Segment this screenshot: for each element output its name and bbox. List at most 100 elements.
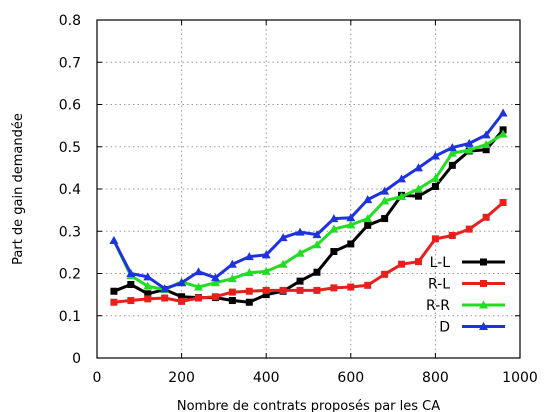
data-point-r-r [194, 282, 204, 291]
data-point-r-l [398, 260, 406, 268]
data-point-l-l [364, 221, 372, 229]
data-point-r-r [278, 259, 288, 268]
data-point-d [177, 278, 187, 287]
ticks: 0 200 400 600 800 1000 0 0.1 0.2 0.3 0.4 0.5 0.6 0.7 0… [59, 13, 538, 386]
data-point-r-l [414, 258, 422, 266]
data-point-r-l [381, 270, 389, 278]
data-point-r-r [227, 274, 237, 283]
data-point-r-l [482, 213, 490, 221]
data-point-r-r [498, 129, 508, 138]
data-point-l-l [347, 240, 355, 248]
series-d [109, 108, 508, 293]
data-point-r-l [313, 286, 321, 294]
data-point-r-r [312, 240, 322, 249]
legend-item-d: D [439, 320, 505, 336]
data-point-r-l [262, 286, 270, 294]
data-point-d [329, 214, 339, 223]
data-point-r-l [296, 286, 304, 294]
legend-label: L-L [430, 255, 451, 271]
data-point-r-l [195, 294, 203, 302]
data-point-d [464, 138, 474, 147]
data-point-r-l [465, 225, 473, 233]
data-point-d [312, 230, 322, 239]
data-point-d [210, 273, 220, 282]
series-r-l [110, 199, 507, 306]
data-point-r-r [464, 145, 474, 154]
data-point-d [109, 236, 119, 245]
x-tick-label: 1000 [502, 370, 538, 386]
data-point-d [295, 227, 305, 236]
data-point-d [498, 108, 508, 117]
data-point-d [413, 163, 423, 172]
data-point-r-r [346, 220, 356, 229]
y-tick-label: 0.4 [59, 182, 81, 198]
legend-marker [479, 300, 488, 309]
legend-item-l-l: L-L [430, 255, 505, 271]
grid [97, 20, 520, 358]
legend-marker [479, 322, 488, 330]
data-point-l-l [330, 248, 338, 256]
x-tick-label: 0 [93, 370, 102, 386]
data-point-d [244, 252, 254, 261]
data-point-r-r [447, 148, 457, 157]
legend-label: D [439, 320, 450, 336]
legend-item-r-r: R-R [426, 298, 505, 314]
legend-marker [480, 280, 487, 287]
legend-item-r-l: R-L [428, 277, 505, 293]
y-tick-label: 0.3 [59, 224, 81, 240]
data-point-r-r [210, 278, 220, 287]
data-point-d [261, 250, 271, 259]
data-point-d [363, 195, 373, 204]
data-point-r-l [127, 297, 135, 305]
data-point-r-r [143, 281, 153, 290]
data-point-r-r [261, 266, 271, 275]
data-point-r-l [211, 293, 219, 301]
data-point-r-l [245, 287, 253, 295]
data-point-l-l [144, 290, 152, 298]
data-point-r-l [330, 284, 338, 292]
legend: L-L R-L R-R D [426, 255, 505, 336]
data-point-l-l [228, 297, 236, 305]
x-axis-label: Nombre de contrats proposés par les CA [177, 399, 440, 412]
data-point-d [447, 143, 457, 152]
data-point-r-l [279, 286, 287, 294]
data-point-r-l [431, 235, 439, 243]
data-point-l-l [482, 146, 490, 154]
legend-marker [480, 258, 487, 266]
x-tick-label: 200 [168, 370, 195, 386]
data-point-r-r [363, 214, 373, 223]
data-point-r-l [448, 231, 456, 239]
y-tick-label: 0 [72, 351, 81, 367]
data-point-d [397, 174, 407, 183]
data-point-r-l [144, 295, 152, 303]
data-point-d [160, 284, 170, 293]
data-point-d [126, 269, 136, 277]
data-point-l-l [414, 192, 422, 200]
data-point-l-l [448, 161, 456, 169]
data-point-r-l [499, 199, 507, 207]
data-point-l-l [313, 268, 321, 276]
data-point-d [430, 151, 440, 160]
series-layer [109, 108, 508, 306]
data-point-d [380, 186, 390, 195]
data-point-d [346, 213, 356, 222]
y-tick-label: 0.8 [59, 13, 81, 29]
y-tick-label: 0.6 [59, 98, 81, 114]
data-point-r-r [244, 268, 254, 277]
data-point-l-l [245, 298, 253, 306]
data-point-r-r [481, 140, 491, 149]
data-point-r-l [110, 298, 118, 306]
data-point-r-r [430, 173, 440, 182]
legend-label: R-R [426, 298, 450, 314]
data-point-r-r [295, 248, 305, 257]
data-point-r-r [397, 192, 407, 201]
data-point-d [481, 130, 491, 139]
data-point-r-r [413, 184, 423, 193]
data-point-d [194, 267, 204, 276]
y-axis-label: Part de gain demandée [11, 113, 26, 265]
y-tick-label: 0.1 [59, 309, 81, 325]
y-tick-label: 0.5 [59, 140, 81, 156]
data-point-r-r [380, 196, 390, 205]
y-tick-label: 0.7 [59, 55, 81, 71]
data-point-l-l [431, 182, 439, 190]
